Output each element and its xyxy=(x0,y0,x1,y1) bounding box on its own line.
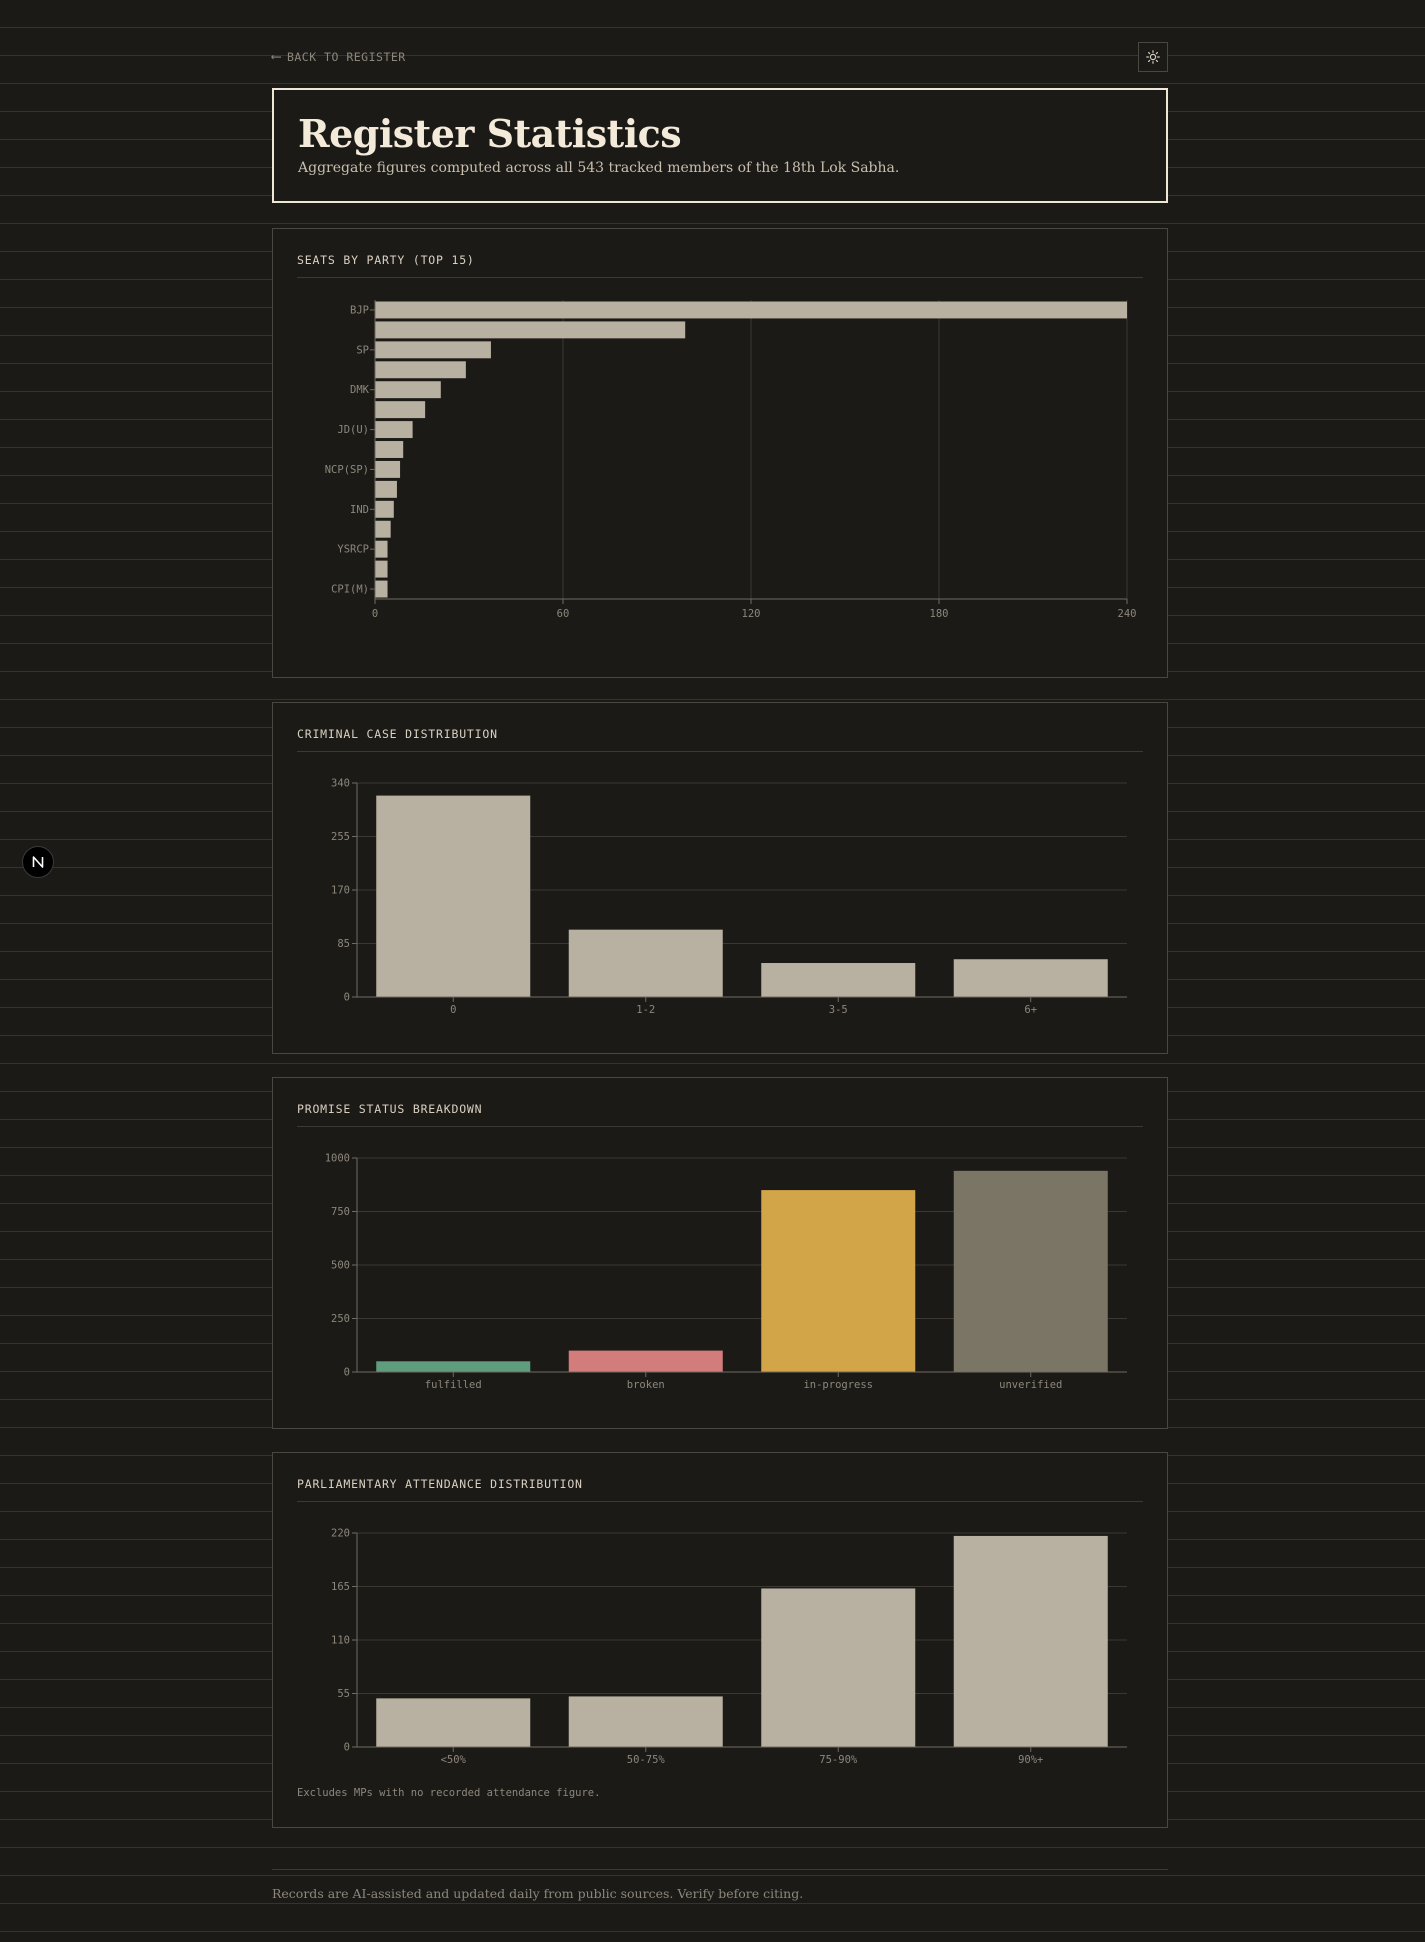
seats-chart-title: SEATS BY PARTY (TOP 15) xyxy=(297,253,1143,278)
x-tick-label: 0 xyxy=(450,1004,456,1016)
bar-SP xyxy=(375,341,491,359)
bar-50-75% xyxy=(568,1696,723,1747)
next-dev-indicator-button[interactable] xyxy=(22,846,54,878)
criminal-case-card: CRIMINAL CASE DISTRIBUTION 0 85 170 255 340 0… xyxy=(272,702,1168,1054)
bar-broken xyxy=(568,1350,723,1372)
y-tick-label: DMK xyxy=(350,384,370,396)
y-tick-label: 750 xyxy=(331,1206,350,1218)
y-tick-label: BJP xyxy=(350,304,369,316)
y-tick-label: 0 xyxy=(344,1742,350,1754)
bar-party-8 xyxy=(375,441,404,458)
y-tick-label: 165 xyxy=(331,1581,350,1593)
x-tick-label: 50-75% xyxy=(627,1754,666,1766)
x-tick-label: in-progress xyxy=(803,1379,873,1391)
y-tick-label: 170 xyxy=(331,885,350,897)
y-tick-label: 250 xyxy=(331,1313,350,1325)
bar-fulfilled xyxy=(376,1361,531,1372)
bar-party-4 xyxy=(375,361,466,379)
seats-by-party-card: SEATS BY PARTY (TOP 15) 0 60 120 180 240 BJP S… xyxy=(272,228,1168,678)
sun-icon xyxy=(1146,50,1160,64)
y-tick-label: 255 xyxy=(331,831,350,843)
y-tick-label: 220 xyxy=(331,1528,350,1540)
bar-DMK xyxy=(375,381,441,399)
x-tick-label: 120 xyxy=(742,608,761,620)
bar-party-6 xyxy=(375,401,426,419)
bar-BJP xyxy=(375,301,1127,319)
bar-75-90% xyxy=(761,1588,916,1747)
bar-1-2 xyxy=(568,929,723,997)
y-tick-label: 110 xyxy=(331,1635,350,1647)
x-tick-label: fulfilled xyxy=(425,1379,482,1391)
bar-party-10 xyxy=(375,480,397,498)
criminal-chart-title: CRIMINAL CASE DISTRIBUTION xyxy=(297,727,1143,752)
x-tick-label: 60 xyxy=(557,608,570,620)
y-tick-label: SP xyxy=(356,344,369,356)
back-link-label: BACK TO REGISTER xyxy=(286,50,406,64)
n-logo-icon xyxy=(32,856,44,868)
bar-<50% xyxy=(376,1698,531,1747)
bar-IND xyxy=(375,500,394,518)
x-tick-label: 3-5 xyxy=(829,1004,848,1016)
x-tick-label: 90%+ xyxy=(1018,1754,1043,1766)
bar-in-progress xyxy=(761,1190,916,1372)
promise-status-card: PROMISE STATUS BREAKDOWN 0 250 500 750 1000 f… xyxy=(272,1077,1168,1429)
x-tick-label: broken xyxy=(627,1379,665,1391)
page-title: Register Statistics xyxy=(298,111,682,156)
bar-party-14 xyxy=(375,560,388,578)
attendance-card: PARLIAMENTARY ATTENDANCE DISTRIBUTION 0 5… xyxy=(272,1452,1168,1828)
y-tick-label: 500 xyxy=(331,1260,350,1272)
bar-3-5 xyxy=(761,963,916,997)
bar-YSRCP xyxy=(375,540,388,558)
y-tick-label: 85 xyxy=(337,938,350,950)
footer-note: Records are AI-assisted and updated dail… xyxy=(272,1869,1168,1901)
y-tick-label: 0 xyxy=(344,1367,350,1379)
bar-party-12 xyxy=(375,520,391,538)
theme-toggle-button[interactable] xyxy=(1138,42,1168,72)
x-tick-label: 180 xyxy=(930,608,949,620)
bar-party-2 xyxy=(375,321,686,339)
attendance-chart-title: PARLIAMENTARY ATTENDANCE DISTRIBUTION xyxy=(297,1477,1143,1502)
y-tick-label: 55 xyxy=(337,1688,350,1700)
y-tick-label: JD(U) xyxy=(337,424,369,436)
bar-6+ xyxy=(953,959,1108,997)
y-tick-label: 0 xyxy=(344,992,350,1004)
x-tick-label: <50% xyxy=(441,1754,467,1766)
y-tick-label: 340 xyxy=(331,778,350,790)
top-bar: ⟵ BACK TO REGISTER xyxy=(272,42,1168,72)
x-tick-label: unverified xyxy=(999,1379,1062,1391)
bar-90%+ xyxy=(953,1535,1108,1747)
y-tick-label: IND xyxy=(350,504,369,516)
bar-NCP(SP) xyxy=(375,460,401,478)
y-tick-label: NCP(SP) xyxy=(325,464,369,476)
promise-status-chart: 0 250 500 750 1000 fulfilled broken in-progress… xyxy=(325,1153,1127,1391)
bar-JD(U) xyxy=(375,421,413,439)
seats-by-party-chart: 0 60 120 180 240 BJP SP DMK JD(U) NCP(SP) IND YSRCP… xyxy=(325,300,1137,620)
x-tick-label: 75-90% xyxy=(819,1754,858,1766)
bar-0 xyxy=(376,795,531,997)
y-tick-label: YSRCP xyxy=(337,544,369,556)
attendance-chart: 0 55 110 165 220 <50% 50-75% 75-90% 90%+ xyxy=(331,1528,1127,1766)
x-tick-label: 240 xyxy=(1118,608,1137,620)
arrow-left-icon: ⟵ xyxy=(272,49,281,65)
x-tick-label: 6+ xyxy=(1024,1004,1037,1016)
bar-unverified xyxy=(953,1170,1108,1372)
page-subtitle: Aggregate figures computed across all 54… xyxy=(298,159,900,176)
x-tick-label: 0 xyxy=(372,608,378,620)
bar-CPI(M) xyxy=(375,580,388,598)
criminal-case-chart: 0 85 170 255 340 0 1-2 3-5 6+ xyxy=(331,778,1127,1016)
page-header: Register Statistics Aggregate figures co… xyxy=(272,88,1168,203)
promise-chart-title: PROMISE STATUS BREAKDOWN xyxy=(297,1102,1143,1127)
x-tick-label: 1-2 xyxy=(636,1004,655,1016)
y-tick-label: 1000 xyxy=(325,1153,350,1165)
attendance-note: Excludes MPs with no recorded attendance… xyxy=(297,1787,601,1799)
y-tick-label: CPI(M) xyxy=(331,584,369,596)
back-to-register-link[interactable]: ⟵ BACK TO REGISTER xyxy=(272,50,406,64)
